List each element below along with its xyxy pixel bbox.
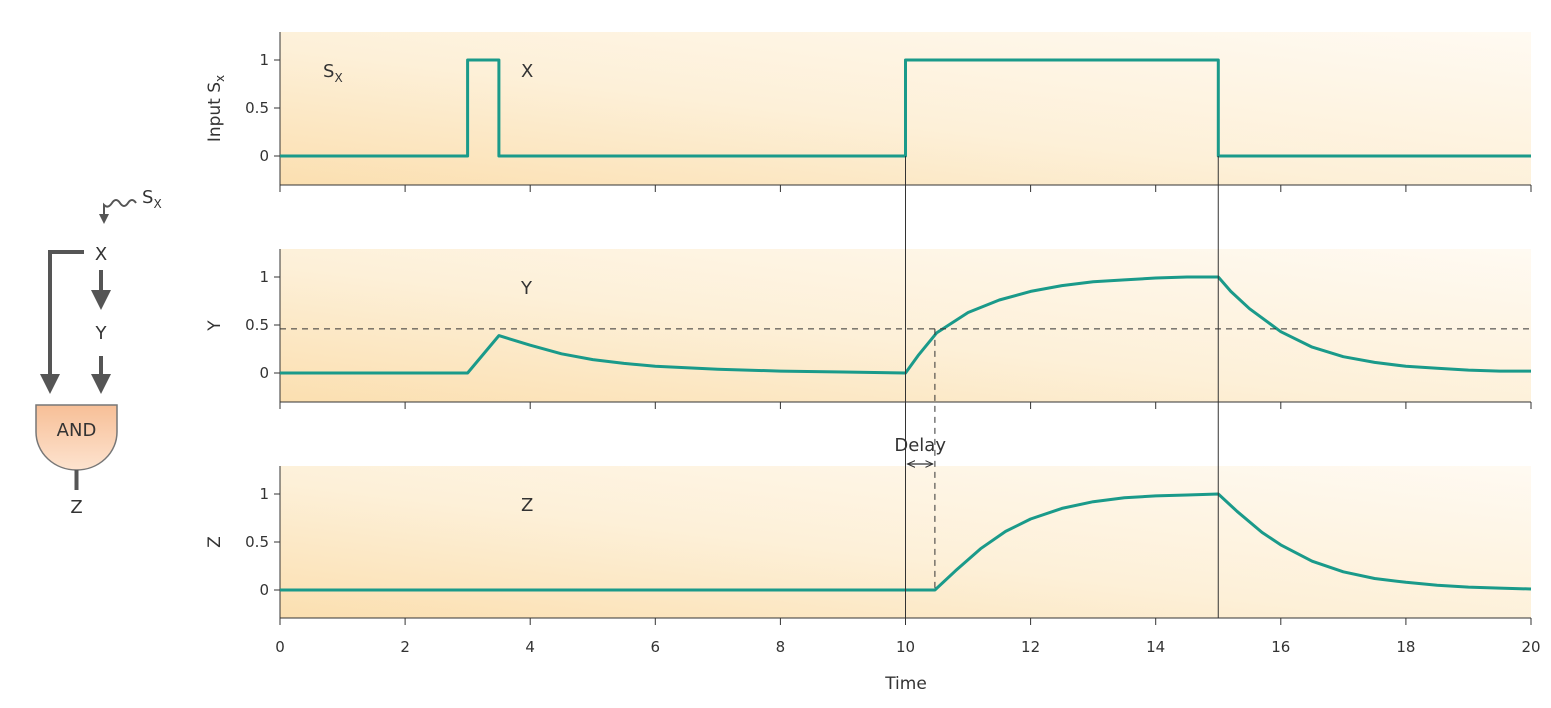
diagram-node-z: Z xyxy=(70,497,82,518)
x-tick-label: 20 xyxy=(1521,638,1540,656)
y-tick-label: 1 xyxy=(259,268,269,286)
x-tick-label: 18 xyxy=(1396,638,1415,656)
x-to-gate-arrow-icon xyxy=(40,250,84,394)
y-tick-label: 0.5 xyxy=(245,533,269,551)
x-tick-label: 2 xyxy=(400,638,410,656)
input-signal-label: SX xyxy=(323,61,343,85)
x-tick-label: 14 xyxy=(1146,638,1165,656)
x-tick-label: 0 xyxy=(275,638,285,656)
and-gate xyxy=(35,404,118,471)
x-axis-title: Time xyxy=(884,674,927,694)
and-gate-label: AND xyxy=(57,420,97,441)
series-label: Y xyxy=(520,278,533,299)
x-tick-label: 12 xyxy=(1021,638,1040,656)
plots-area: 0 0.5 1 Input Sx X SX 0 0.5 1 Y Y 0 0.5 1 Z Z 0 2 4 6 8 10 12 1… xyxy=(205,32,1541,656)
delay-label: Delay xyxy=(894,435,946,456)
series-label: Z xyxy=(521,495,533,516)
circuit-diagram: SX X Y AND Z xyxy=(35,187,162,518)
y-tick-label: 0 xyxy=(259,581,269,599)
diagram-input-label: SX xyxy=(142,187,162,211)
series-label: X xyxy=(521,61,533,82)
y-tick-label: 1 xyxy=(259,485,269,503)
diagram-node-y: Y xyxy=(95,323,108,344)
x-tick-label: 8 xyxy=(776,638,786,656)
x-tick-label: 10 xyxy=(896,638,915,656)
x-tick-label: 4 xyxy=(525,638,535,656)
series-line xyxy=(280,275,1531,375)
y-tick-label: 0 xyxy=(259,364,269,382)
y-axis-title: Z xyxy=(205,536,225,548)
diagram-node-x: X xyxy=(95,244,107,265)
y-tick-label: 0 xyxy=(259,147,269,165)
y-axis-title: Input Sx xyxy=(205,75,227,142)
x-tick-label: 6 xyxy=(651,638,661,656)
y-tick-label: 0.5 xyxy=(245,316,269,334)
x-tick-label: 16 xyxy=(1271,638,1290,656)
y-axis-title: Y xyxy=(205,320,225,332)
y-tick-label: 1 xyxy=(259,51,269,69)
y-tick-label: 0.5 xyxy=(245,99,269,117)
input-signal-squiggle-icon xyxy=(99,199,137,224)
series-line xyxy=(280,58,1531,158)
